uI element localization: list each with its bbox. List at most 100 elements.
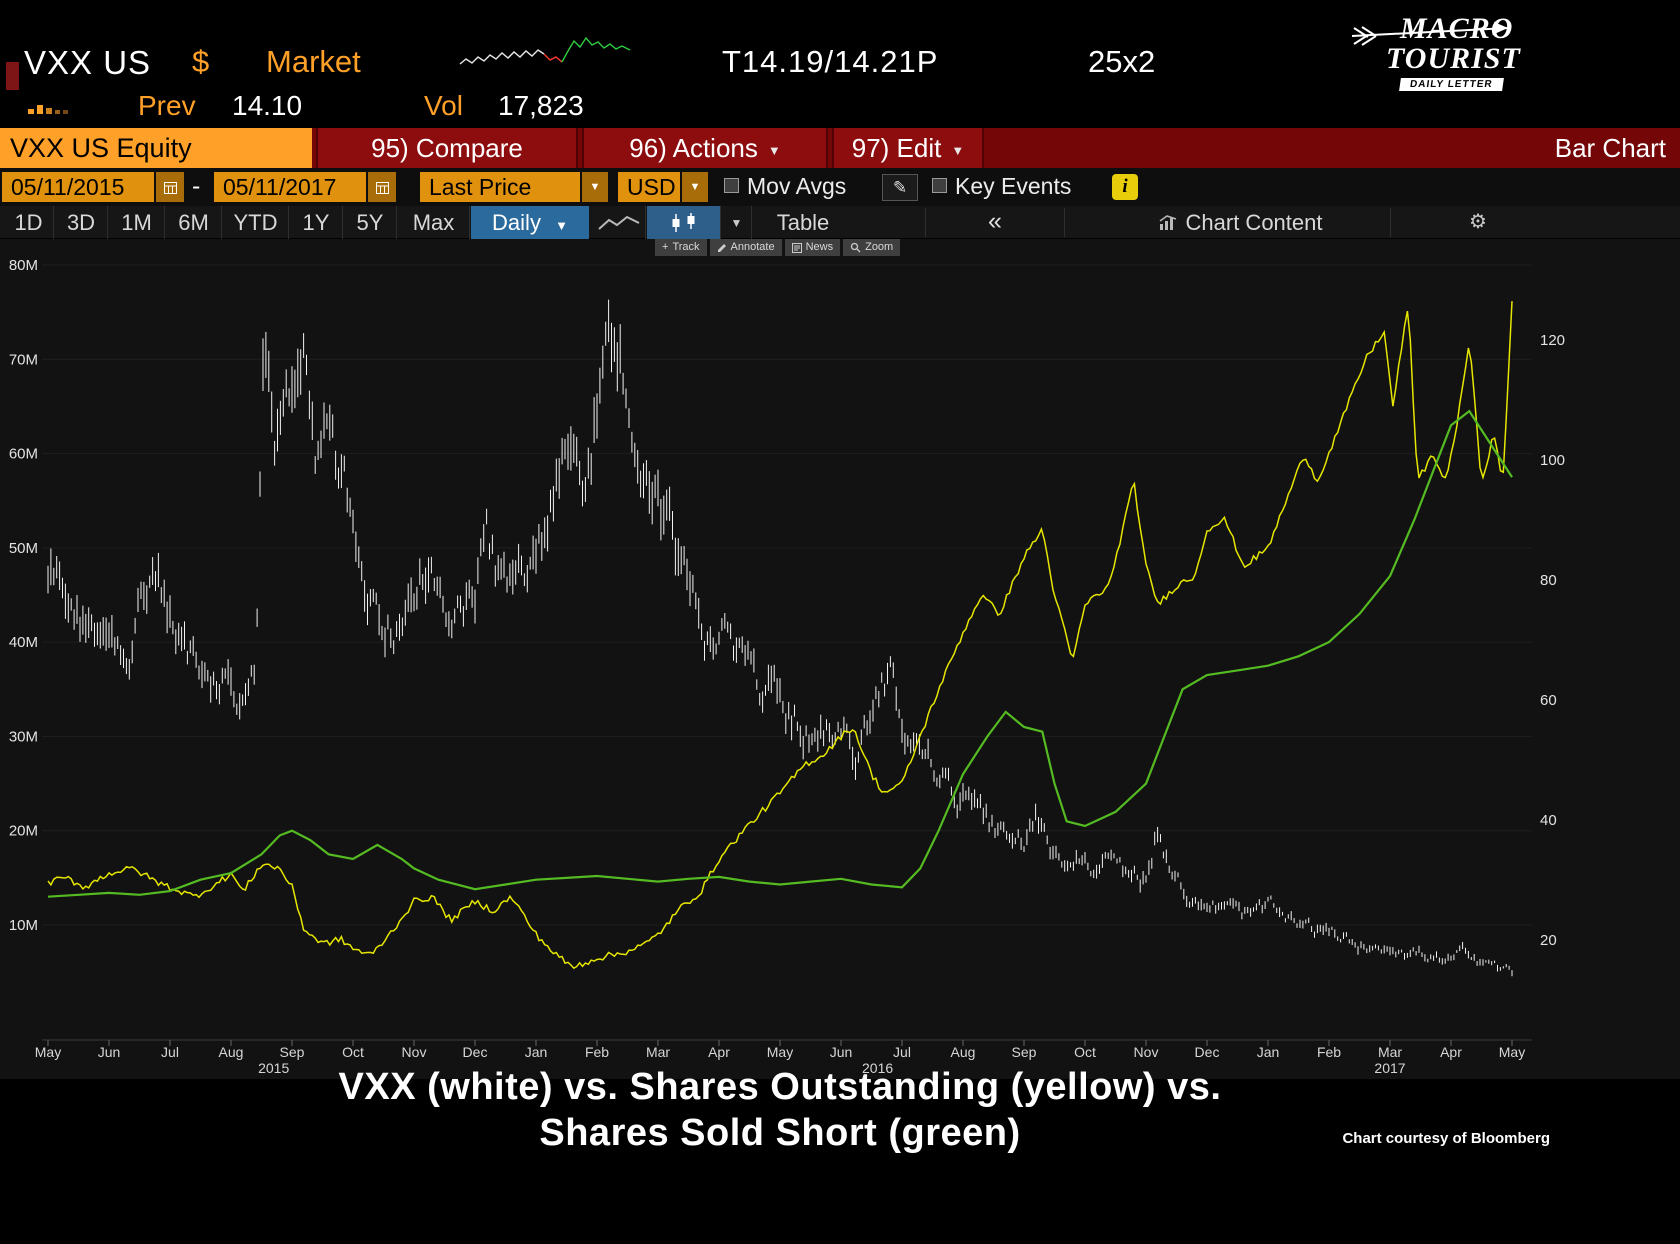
tab-6m[interactable]: 6M bbox=[166, 206, 222, 239]
date-to-field[interactable]: 05/11/2017 bbox=[214, 172, 366, 202]
svg-text:Oct: Oct bbox=[1074, 1044, 1096, 1060]
calendar-icon[interactable] bbox=[368, 172, 396, 202]
period-bar: 1D 3D 1M 6M YTD 1Y 5Y Max Daily ▼ ▼ Tabl… bbox=[0, 206, 1680, 239]
svg-text:2017: 2017 bbox=[1374, 1060, 1405, 1076]
macro-tourist-logo: MACRO TOURIST DAILY LETTER bbox=[1348, 6, 1558, 98]
chart-toolbar: 05/11/2015 - 05/11/2017 Last Price ▼ USD… bbox=[0, 168, 1680, 206]
crosshair-icon: + bbox=[662, 241, 669, 253]
date-range-separator: - bbox=[192, 172, 201, 200]
edit-button[interactable]: 97) Edit ▼ bbox=[832, 128, 984, 168]
line-chart-icon[interactable] bbox=[592, 206, 646, 239]
news-icon bbox=[791, 242, 802, 253]
currency-select[interactable]: USD bbox=[618, 172, 680, 202]
tab-1d[interactable]: 1D bbox=[4, 206, 54, 239]
svg-text:30M: 30M bbox=[9, 728, 38, 745]
chevron-down-icon[interactable]: ▼ bbox=[722, 206, 752, 239]
date-from-field[interactable]: 05/11/2015 bbox=[2, 172, 154, 202]
prev-label: Prev bbox=[138, 90, 196, 121]
info-icon[interactable]: i bbox=[1112, 174, 1138, 200]
security-ticker: VXX US bbox=[24, 44, 152, 81]
vol-label: Vol bbox=[424, 90, 463, 121]
mov-avgs-label: Mov Avgs bbox=[747, 173, 847, 199]
news-button[interactable]: News bbox=[784, 239, 841, 256]
svg-text:May: May bbox=[35, 1044, 61, 1060]
menu-bar: VXX US Equity 95) Compare 96) Actions ▼ 9… bbox=[0, 128, 1680, 168]
chevron-down-icon: ▼ bbox=[951, 143, 965, 158]
svg-text:2016: 2016 bbox=[862, 1060, 893, 1076]
key-events-checkbox[interactable] bbox=[932, 178, 947, 193]
price-chart-area[interactable]: 80M 70M 60M 50M 40M 30M 20M 10M 120 100 80 60 40 20 Ma… bbox=[0, 239, 1680, 1079]
gear-icon[interactable]: ⚙ bbox=[1469, 211, 1487, 233]
chevron-down-icon[interactable]: ▼ bbox=[582, 172, 608, 202]
svg-text:May: May bbox=[1499, 1044, 1525, 1060]
mov-avgs-checkbox[interactable] bbox=[724, 178, 739, 193]
chart-mini-toolbar: + Track Annotate News Zoom bbox=[655, 239, 901, 256]
candlestick-chart-icon[interactable] bbox=[647, 206, 721, 239]
svg-text:60: 60 bbox=[1540, 692, 1557, 709]
svg-text:50M: 50M bbox=[9, 540, 38, 557]
track-button[interactable]: + Track bbox=[655, 239, 707, 256]
caption-line1: VXX (white) vs. Shares Outstanding (yell… bbox=[338, 1066, 1222, 1108]
vol-value: 17,823 bbox=[498, 90, 584, 121]
svg-text:Jan: Jan bbox=[1257, 1044, 1280, 1060]
tab-max[interactable]: Max bbox=[398, 206, 470, 239]
table-button[interactable]: Table bbox=[776, 210, 830, 235]
collapse-panel-button[interactable]: « bbox=[988, 207, 1002, 235]
pencil-icon bbox=[717, 243, 726, 252]
compare-label: 95) Compare bbox=[371, 133, 523, 163]
svg-text:10M: 10M bbox=[9, 917, 38, 934]
tab-1m[interactable]: 1M bbox=[109, 206, 165, 239]
chevron-down-icon: ▼ bbox=[767, 143, 781, 158]
svg-text:Jul: Jul bbox=[893, 1044, 911, 1060]
field-select[interactable]: Last Price bbox=[420, 172, 580, 202]
chart-credit: Chart courtesy of Bloomberg bbox=[1342, 1130, 1550, 1147]
volume-bars-icon bbox=[28, 98, 98, 116]
frequency-select[interactable]: Daily ▼ bbox=[471, 206, 589, 239]
logo-banner: DAILY LETTER bbox=[1399, 78, 1504, 91]
svg-text:100: 100 bbox=[1540, 452, 1565, 469]
intraday-sparkline-icon bbox=[459, 36, 631, 65]
svg-text:80: 80 bbox=[1540, 572, 1557, 589]
svg-text:40M: 40M bbox=[9, 634, 38, 651]
svg-text:Aug: Aug bbox=[219, 1044, 244, 1060]
svg-text:Dec: Dec bbox=[463, 1044, 488, 1060]
svg-text:Mar: Mar bbox=[646, 1044, 670, 1060]
svg-text:Sep: Sep bbox=[280, 1044, 305, 1060]
quote-size: 25x2 bbox=[1088, 44, 1156, 79]
svg-text:Dec: Dec bbox=[1195, 1044, 1220, 1060]
bid-ask-quote: T14.19/14.21P bbox=[722, 44, 939, 79]
svg-text:May: May bbox=[767, 1044, 793, 1060]
svg-text:20: 20 bbox=[1540, 932, 1557, 949]
svg-text:Apr: Apr bbox=[1440, 1044, 1462, 1060]
key-events-label: Key Events bbox=[955, 173, 1072, 199]
tab-3d[interactable]: 3D bbox=[55, 206, 108, 239]
compare-button[interactable]: 95) Compare bbox=[316, 128, 578, 168]
chevron-down-icon[interactable]: ▼ bbox=[682, 172, 708, 202]
menu-grip[interactable] bbox=[6, 62, 19, 90]
edit-label: 97) Edit bbox=[851, 133, 942, 163]
zoom-button[interactable]: Zoom bbox=[843, 239, 901, 256]
chart-content-button[interactable]: Chart Content bbox=[1110, 206, 1370, 239]
currency-symbol: $ bbox=[192, 44, 210, 79]
svg-text:120: 120 bbox=[1540, 332, 1565, 349]
tab-5y[interactable]: 5Y bbox=[344, 206, 397, 239]
svg-text:20M: 20M bbox=[9, 823, 38, 840]
chevron-down-icon: ▼ bbox=[555, 218, 568, 233]
tab-ytd[interactable]: YTD bbox=[223, 206, 289, 239]
actions-button[interactable]: 96) Actions ▼ bbox=[582, 128, 828, 168]
chart-content-icon bbox=[1159, 214, 1176, 230]
security-tab[interactable]: VXX US Equity bbox=[0, 128, 312, 168]
market-status-label: Market bbox=[266, 44, 361, 79]
annotate-button[interactable]: Annotate bbox=[709, 239, 782, 256]
logo-line1: MACRO bbox=[1400, 12, 1514, 45]
svg-text:70M: 70M bbox=[9, 351, 38, 368]
svg-text:Jul: Jul bbox=[161, 1044, 179, 1060]
annotate-pencil-icon[interactable]: ✎ bbox=[882, 174, 918, 201]
svg-text:Nov: Nov bbox=[402, 1044, 427, 1060]
svg-text:Oct: Oct bbox=[342, 1044, 364, 1060]
tab-1y[interactable]: 1Y bbox=[290, 206, 343, 239]
calendar-icon[interactable] bbox=[156, 172, 184, 202]
svg-text:2015: 2015 bbox=[258, 1060, 289, 1076]
svg-text:Apr: Apr bbox=[708, 1044, 730, 1060]
